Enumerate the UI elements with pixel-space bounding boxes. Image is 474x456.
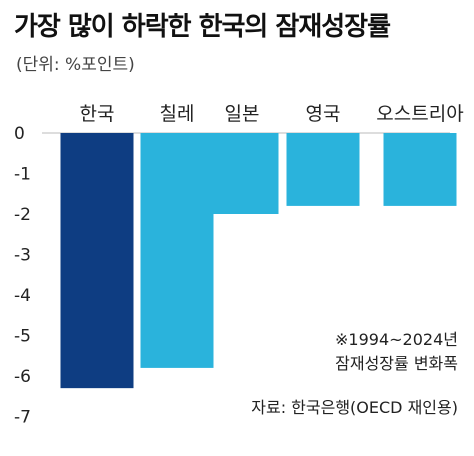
- period-note: ※1994~2024년: [335, 330, 458, 349]
- y-tick-label: 0: [14, 124, 25, 144]
- bars: [60, 133, 457, 389]
- y-tick-label: -2: [14, 205, 31, 225]
- category-labels: 한국 칠레 일본 영국 오스트리아: [80, 103, 464, 125]
- chart-title: 가장 많이 하락한 한국의 잠재성장률: [14, 12, 391, 42]
- y-tick-label: -7: [14, 408, 31, 428]
- y-tick-label: -6: [14, 367, 31, 387]
- y-tick-label: -3: [14, 246, 31, 266]
- category-label: 한국: [80, 103, 115, 125]
- bar: [205, 133, 279, 214]
- bar: [60, 133, 134, 389]
- measure-note: 잠재성장률 변화폭: [335, 354, 458, 373]
- bar: [383, 133, 457, 206]
- category-label: 오스트리아: [376, 103, 463, 125]
- category-label: 일본: [225, 103, 260, 125]
- category-label: 칠레: [160, 103, 195, 125]
- y-tick-label: -4: [14, 286, 31, 306]
- source-note: 자료: 한국은행(OECD 재인용): [251, 398, 458, 417]
- bar: [140, 133, 214, 368]
- category-label: 영국: [306, 103, 341, 125]
- bar: [286, 133, 360, 206]
- y-tick-label: -1: [14, 165, 31, 185]
- unit-subtitle: (단위: %포인트): [16, 55, 135, 75]
- y-tick-label: -5: [14, 327, 31, 347]
